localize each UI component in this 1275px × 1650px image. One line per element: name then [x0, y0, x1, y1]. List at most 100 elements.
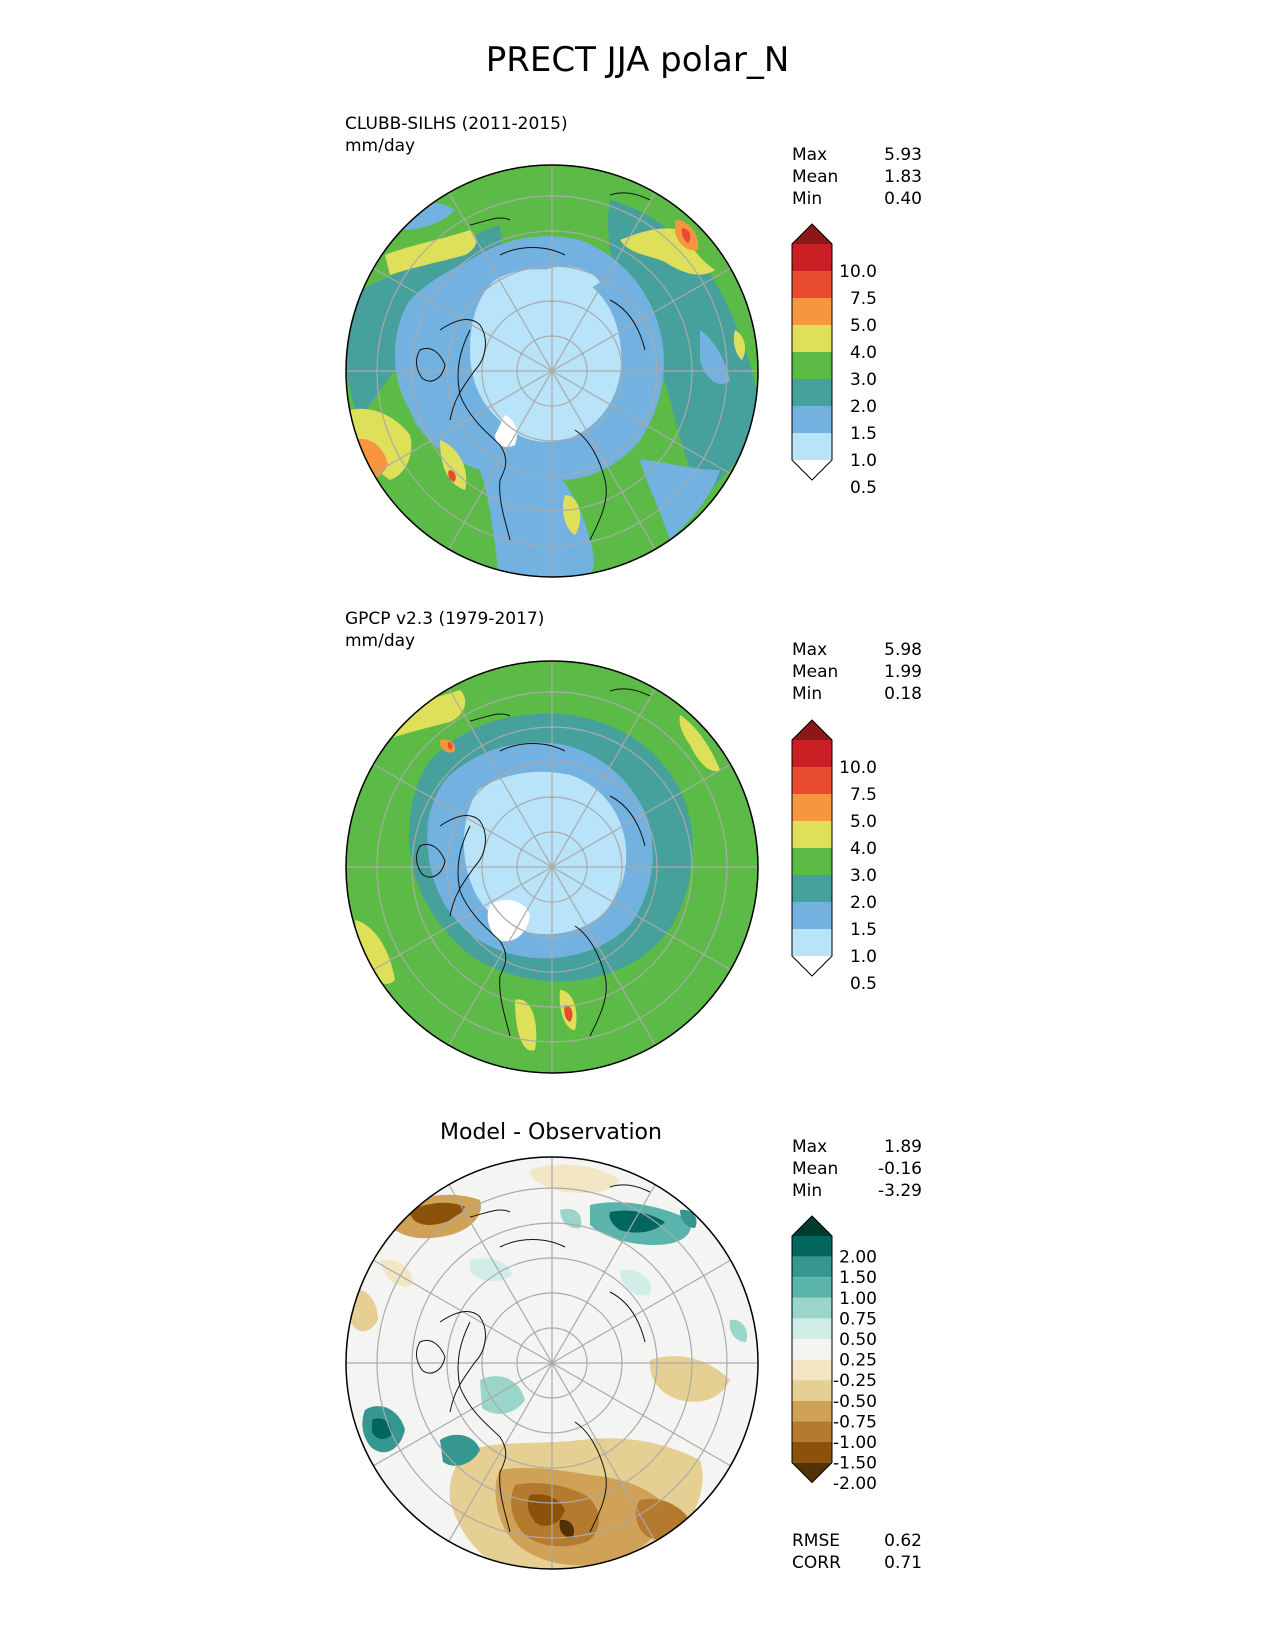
- panel-obs-units: mm/day: [345, 631, 416, 651]
- diff-region-pos-150: [609, 1210, 665, 1233]
- stat-label: Mean: [792, 1159, 839, 1179]
- stat-label: CORR: [792, 1553, 841, 1573]
- panel-model-title-line1: CLUBB-SILHS (2011-2015): [345, 114, 568, 134]
- grid-obs: [346, 661, 758, 1073]
- colorbar-segment: [792, 848, 832, 875]
- colorbar-tick-label: 1.50: [839, 1268, 877, 1288]
- precip-region-30-40: [563, 495, 581, 535]
- colorbar-outline: [791, 1215, 833, 1484]
- colorbar-segment: [792, 244, 832, 271]
- colorbar-tick-label: 0.75: [839, 1309, 877, 1329]
- colorbar-extension-top: [792, 1216, 832, 1236]
- colorbar-tick-label: 0.50: [839, 1330, 877, 1350]
- panel-diff-title: Model - Observation: [440, 1120, 662, 1145]
- stat-value: 0.18: [884, 684, 922, 704]
- colorbar-tick-label: -1.00: [833, 1433, 877, 1453]
- stat-value: 0.40: [884, 189, 922, 209]
- precip-region-30-40: [620, 228, 715, 275]
- colorbar-tick-label: 5.0: [850, 316, 877, 336]
- stat-label: Max: [792, 145, 828, 165]
- precip-region-30-40: [440, 440, 467, 490]
- colorbar-segment: [792, 433, 832, 460]
- colorbar-tick-label: 4.0: [850, 343, 877, 363]
- colorbar-segment: [792, 1442, 832, 1463]
- colorbar-extension-top: [792, 224, 832, 244]
- diff-region-pos-100: [680, 1209, 697, 1228]
- precip-region-30-40: [385, 230, 477, 275]
- diff-region-pos-025: [620, 1269, 651, 1296]
- colorbar-segment: [792, 352, 832, 379]
- colorbar-obs: 10.0 7.5 5.0 4.0 3.0 2.0 1.5 1.0 0.5: [791, 719, 877, 994]
- colorbar-tick-label: 4.0: [850, 839, 877, 859]
- colorbar-tick-label: 1.00: [839, 1289, 877, 1309]
- colorbar-segment: [792, 929, 832, 956]
- stat-value: 5.93: [884, 145, 922, 165]
- colorbar-tick-label: 7.5: [850, 785, 877, 805]
- diff-region-pos-150: [372, 1418, 392, 1440]
- stat-label: Min: [792, 189, 823, 209]
- polar-map-obs: [345, 660, 759, 1074]
- precip-region-30-40: [515, 999, 537, 1051]
- panel-diff-stats: Max 1.89 Mean -0.16 Min -3.29: [792, 1136, 922, 1202]
- map-boundary: [345, 660, 759, 1074]
- stat-label: RMSE: [792, 1531, 841, 1551]
- colorbar-segment: [792, 1297, 832, 1319]
- colorbar-segment: [792, 406, 832, 433]
- stat-label: Max: [792, 1137, 828, 1157]
- precip-region-lt-05: [487, 899, 530, 942]
- map-boundary: [345, 1156, 759, 1570]
- stat-value: 1.89: [884, 1137, 922, 1157]
- colorbar-diff: 2.001.501.000.750.500.25-0.25-0.50-0.75-…: [791, 1215, 877, 1494]
- precip-region-30-40: [733, 330, 746, 360]
- colorbar-segment: [792, 1277, 832, 1298]
- coastlines-obs: [416, 688, 651, 1037]
- precip-region-50-75: [448, 470, 456, 482]
- coastlines-model: [416, 192, 651, 541]
- colorbar-tick-label: 2.00: [839, 1248, 877, 1268]
- colorbar-segment: [792, 1380, 832, 1401]
- colorbar-tick-label: 2.0: [850, 893, 877, 913]
- colorbar-segment: [792, 902, 832, 929]
- colorbar-segment: [792, 1256, 832, 1278]
- panel-diff-error-stats: RMSE 0.62 CORR 0.71: [792, 1530, 922, 1574]
- colorbar-segment: [792, 740, 832, 767]
- grid-diff: [346, 1157, 758, 1569]
- precip-region-lt-05: [495, 415, 517, 447]
- colorbar-extension-bottom: [792, 956, 832, 976]
- stat-label: Mean: [792, 167, 839, 187]
- stat-value: 0.62: [884, 1531, 922, 1551]
- colorbar-segment: [792, 1236, 832, 1257]
- stat-label: Min: [792, 684, 823, 704]
- precip-region-30-40: [679, 715, 720, 772]
- diff-region-pos-050: [560, 1208, 582, 1229]
- polar-map-model: [345, 164, 759, 578]
- diff-region-pos-050: [729, 1319, 748, 1342]
- colorbar-segment: [792, 325, 832, 352]
- colorbar-tick-label: 1.0: [850, 947, 877, 967]
- colorbar-tick-label: 2.0: [850, 397, 877, 417]
- colorbar-tick-label: -0.25: [833, 1371, 877, 1391]
- colorbar-model: 10.0 7.5 5.0 4.0 3.0 2.0 1.5 1.0 0.5: [791, 223, 877, 498]
- colorbar-tick-label: 1.0: [850, 451, 877, 471]
- coastlines-diff: [416, 1184, 651, 1533]
- colorbar-tick-label: 0.5: [850, 478, 877, 498]
- colorbar-tick-label: 7.5: [850, 289, 877, 309]
- colorbar-tick-label: 10.0: [839, 262, 877, 282]
- stat-label: Min: [792, 1181, 823, 1201]
- precip-region-05-10: [470, 269, 622, 442]
- colorbar-segment: [792, 821, 832, 848]
- precip-region-05-10: [545, 266, 600, 291]
- stat-value: 5.98: [884, 640, 922, 660]
- diff-region-neg-075: [350, 1289, 378, 1332]
- colorbar-segment: [792, 794, 832, 821]
- diff-region-lt-neg-200: [559, 1519, 575, 1538]
- stat-value: 0.71: [884, 1553, 922, 1573]
- colorbar-tick-label: -1.50: [833, 1454, 877, 1474]
- stat-label: Max: [792, 640, 828, 660]
- precip-region-15-20: [608, 200, 758, 500]
- panel-obs-title-line1: GPCP v2.3 (1979-2017): [345, 609, 545, 629]
- colorbar-segment: [792, 379, 832, 406]
- precip-region-50-75: [564, 1005, 573, 1022]
- map-boundary: [345, 164, 759, 578]
- colorbar-tick-label: -0.75: [833, 1412, 877, 1432]
